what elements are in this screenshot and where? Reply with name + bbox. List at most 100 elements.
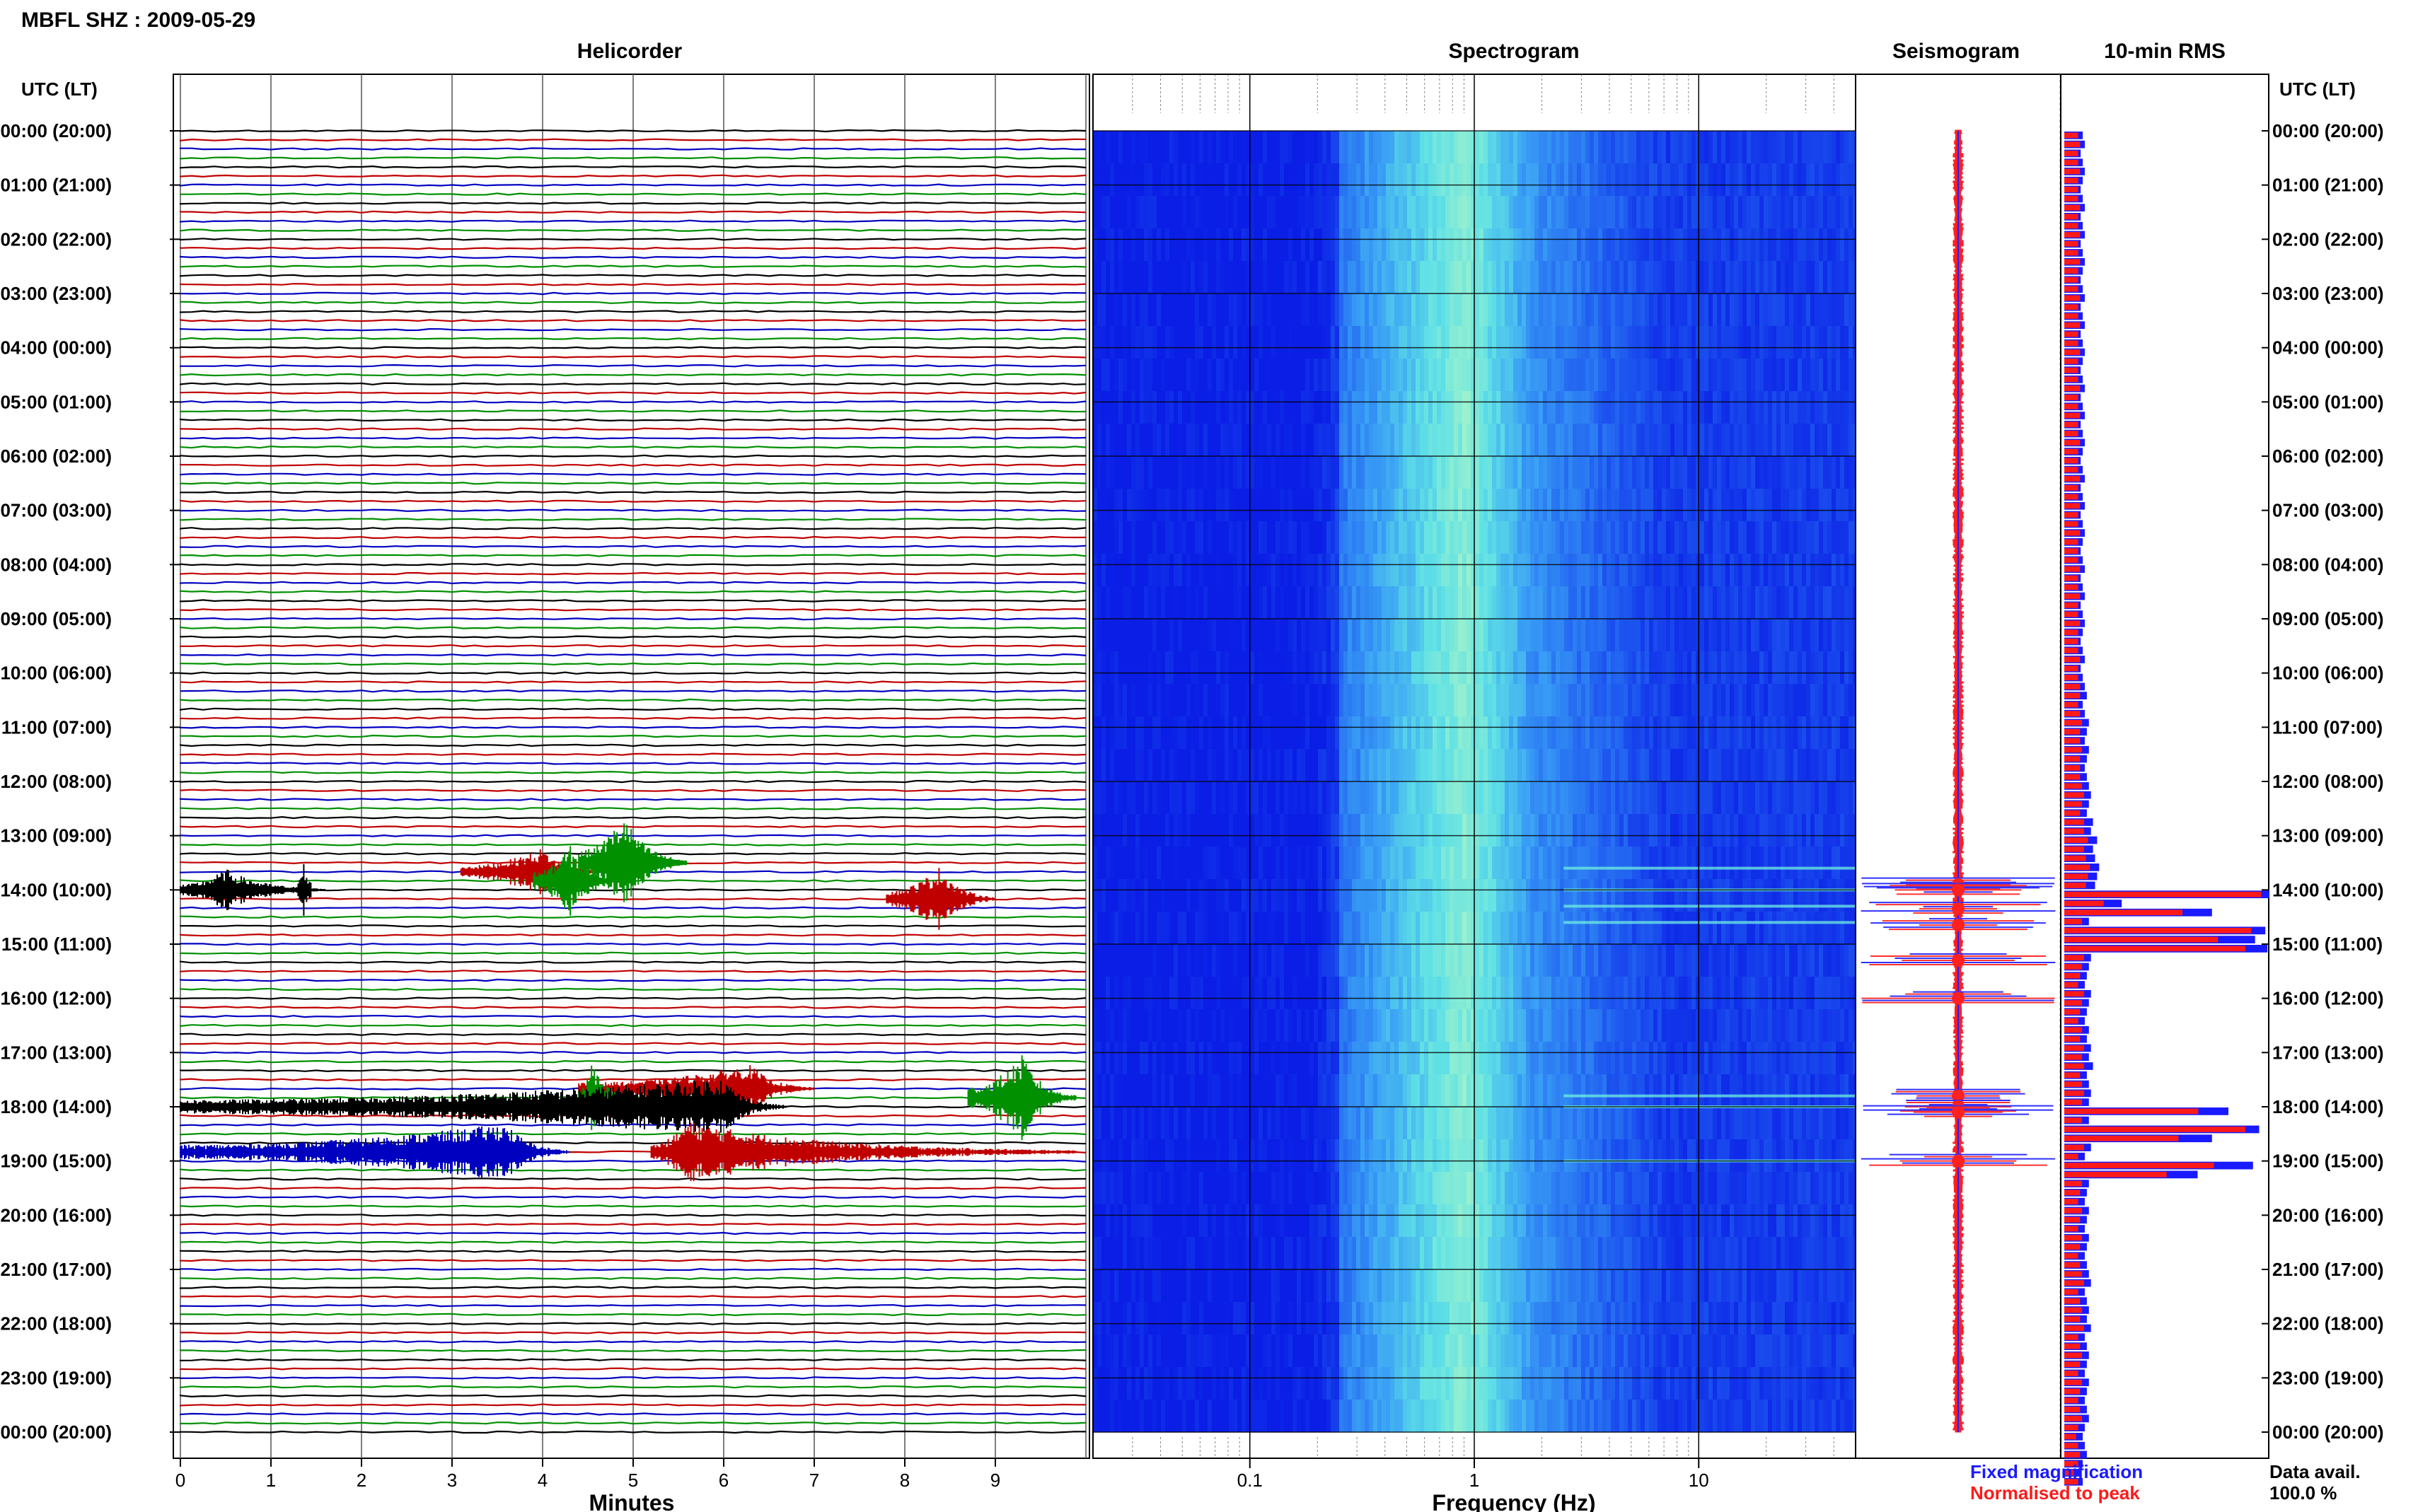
spectrogram-cell bbox=[1577, 554, 1582, 587]
spectrogram-cell bbox=[1309, 261, 1314, 294]
spectrogram-cell bbox=[1301, 586, 1306, 620]
spectrogram-cell bbox=[1556, 1334, 1561, 1368]
spectrogram-cell bbox=[1573, 1302, 1578, 1335]
spectrogram-cell bbox=[1513, 912, 1518, 945]
spectrogram-cell bbox=[1407, 293, 1412, 327]
spectrogram-cell bbox=[1335, 651, 1340, 685]
spectrogram-cell bbox=[1403, 196, 1408, 229]
spectrogram-cell bbox=[1526, 163, 1531, 197]
spectrogram-cell bbox=[1208, 1107, 1213, 1140]
spectrogram-cell bbox=[1140, 228, 1145, 262]
helicorder-trace bbox=[179, 1033, 1087, 1037]
spectrogram-cell bbox=[1093, 1204, 1098, 1238]
spectrogram-cell bbox=[1348, 1400, 1353, 1433]
spectrogram-cell bbox=[1165, 944, 1170, 977]
spectrogram-cell bbox=[1428, 131, 1433, 164]
spectrogram-cell bbox=[1416, 228, 1421, 262]
spectrogram-cell bbox=[1144, 1334, 1149, 1368]
spectrogram-cell bbox=[1373, 716, 1378, 750]
spectrogram-cell bbox=[1288, 456, 1293, 489]
spectrogram-cell bbox=[1118, 814, 1123, 847]
spectrogram-cell bbox=[1577, 781, 1582, 815]
spectrogram-cell bbox=[1225, 521, 1230, 554]
spectrogram-cell bbox=[1216, 1139, 1221, 1173]
spectrogram-cell bbox=[1356, 749, 1361, 782]
spectrogram-cell bbox=[1568, 847, 1573, 880]
spectrogram-cell bbox=[1331, 749, 1336, 782]
spectrogram-cell bbox=[1458, 1334, 1463, 1368]
spectrogram-cell bbox=[1530, 651, 1535, 685]
spectrogram-cell bbox=[1377, 716, 1382, 750]
spectrogram-cell bbox=[1424, 1107, 1429, 1140]
spectrogram-cell bbox=[1420, 977, 1425, 1010]
spectrogram-cell bbox=[1280, 847, 1285, 880]
spectrogram-cell bbox=[1424, 586, 1429, 620]
spectrogram-cell bbox=[1254, 1107, 1259, 1140]
spectrogram-cell bbox=[1199, 749, 1204, 782]
spectrogram-cell bbox=[1568, 781, 1573, 815]
spectrogram-cell bbox=[1186, 944, 1191, 977]
spectrogram-cell bbox=[1598, 261, 1603, 294]
spectrogram-cell bbox=[1288, 489, 1293, 522]
spectrogram-cell bbox=[1263, 359, 1268, 392]
spectrogram-cell bbox=[1169, 651, 1174, 685]
spectrogram-cell bbox=[1191, 424, 1196, 457]
spectrogram-cell bbox=[1135, 912, 1140, 945]
spectrogram-cell bbox=[1543, 814, 1548, 847]
spectrogram-cell bbox=[1318, 261, 1323, 294]
spectrogram-cell bbox=[1577, 163, 1582, 197]
spectrogram-cell bbox=[1275, 1172, 1280, 1205]
spectrogram-cell bbox=[1118, 879, 1123, 912]
spectrogram-cell bbox=[1577, 228, 1582, 262]
spectrogram-cell bbox=[1530, 879, 1535, 912]
spectrogram-cell bbox=[1093, 749, 1098, 782]
spectrogram-cell bbox=[1242, 944, 1246, 977]
spectrogram-cell bbox=[1199, 944, 1204, 977]
spectrogram-cell bbox=[1322, 1107, 1327, 1140]
spectrogram-cell bbox=[1339, 684, 1344, 717]
spectrogram-cell bbox=[1594, 781, 1599, 815]
spectrogram-cell bbox=[1365, 1074, 1370, 1107]
spectrogram-cell bbox=[1585, 196, 1590, 229]
spectrogram-cell bbox=[1263, 879, 1268, 912]
spectrogram-cell bbox=[1564, 716, 1569, 750]
spectrogram-cell bbox=[1556, 163, 1561, 197]
spectrogram-cell bbox=[1433, 196, 1438, 229]
spectrogram-cell bbox=[1343, 1042, 1348, 1075]
spectrogram-cell bbox=[1178, 1139, 1183, 1173]
spectrogram-cell bbox=[1309, 879, 1314, 912]
spectrogram-cell bbox=[1195, 879, 1200, 912]
spectrogram-cell bbox=[1178, 293, 1183, 327]
helicorder-trace bbox=[179, 1421, 1087, 1425]
spectrogram-cell bbox=[1348, 1139, 1353, 1173]
spectrogram-cell bbox=[1462, 293, 1467, 327]
spectrogram-cell bbox=[1543, 977, 1548, 1010]
spectrogram-cell bbox=[1161, 977, 1166, 1010]
spectrogram-cell bbox=[1348, 619, 1353, 652]
spectrogram-cell bbox=[1530, 1367, 1535, 1400]
spectrogram-cell bbox=[1505, 1237, 1510, 1270]
spectrogram-cell bbox=[1242, 1139, 1246, 1173]
spectrogram-cell bbox=[1445, 163, 1450, 197]
spectrogram-cell bbox=[1450, 489, 1454, 522]
spectrogram-cell bbox=[1242, 716, 1246, 750]
spectrogram-cell bbox=[1390, 1302, 1395, 1335]
spectrogram-cell bbox=[1292, 1237, 1297, 1270]
spectrogram-cell bbox=[1152, 1172, 1157, 1205]
spectrogram-cell bbox=[1169, 163, 1174, 197]
spectrogram-cell bbox=[1467, 521, 1471, 554]
spectrogram-cell bbox=[1186, 1269, 1191, 1303]
spectrogram-cell bbox=[1152, 586, 1157, 620]
spectrogram-cell bbox=[1556, 489, 1561, 522]
spectrogram-cell bbox=[1551, 716, 1556, 750]
spectrogram-cell bbox=[1326, 554, 1331, 587]
spectrogram-cell bbox=[1547, 196, 1552, 229]
spectrogram-cell bbox=[1127, 1302, 1132, 1335]
spectrogram-cell bbox=[1097, 1302, 1102, 1335]
spectrogram-cell bbox=[1488, 163, 1493, 197]
event-waveform bbox=[886, 868, 995, 930]
spectrogram-cell bbox=[1539, 1042, 1544, 1075]
spectrogram-cell bbox=[1280, 424, 1285, 457]
spectrogram-cell bbox=[1539, 359, 1544, 392]
spectrogram-cell bbox=[1551, 847, 1556, 880]
